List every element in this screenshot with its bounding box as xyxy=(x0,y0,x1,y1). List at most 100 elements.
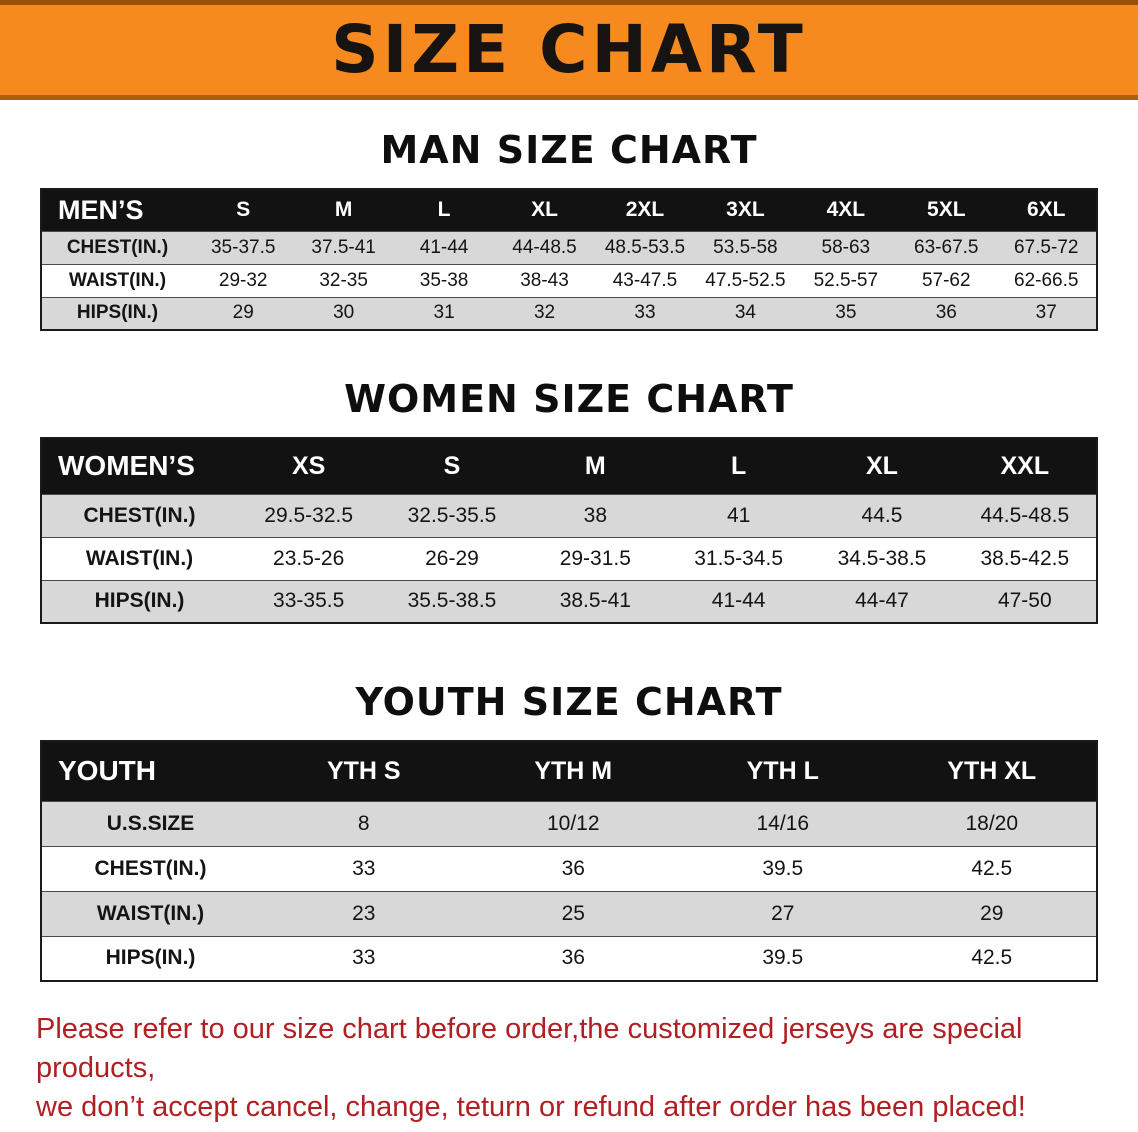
size-column-header: XXL xyxy=(953,438,1097,494)
size-value: 29 xyxy=(232,302,254,324)
table-row: HIPS(IN.) 29 30 31 32 33 34 35 36 37 xyxy=(41,297,1097,330)
row-label: HIPS(IN.) xyxy=(105,946,196,970)
table-corner-header: YOUTH xyxy=(41,741,259,801)
table-row: HIPS(IN.) 33 36 39.5 42.5 xyxy=(41,936,1097,981)
size-value: 33-35.5 xyxy=(273,589,345,613)
table-row: CHEST(IN.) 33 36 39.5 42.5 xyxy=(41,846,1097,891)
row-label: U.S.SIZE xyxy=(106,811,195,835)
row-label: HIPS(IN.) xyxy=(76,302,159,324)
size-column-header: S xyxy=(193,189,294,231)
size-value: 57-62 xyxy=(921,269,971,291)
size-value: 23.5-26 xyxy=(273,546,345,570)
size-column-header: L xyxy=(666,438,811,494)
size-value: 38-43 xyxy=(520,269,569,291)
size-value: 23 xyxy=(352,901,376,925)
youth-section-heading: YOUTH SIZE CHART xyxy=(355,680,783,724)
size-value: 10/12 xyxy=(546,811,600,835)
row-label: CHEST(IN.) xyxy=(83,503,196,527)
size-value: 36 xyxy=(561,856,585,880)
youth-section: YOUTH SIZE CHART YOUTH YTH S YTH M YTH L YTH… xyxy=(0,680,1138,982)
women-section-heading: WOMEN SIZE CHART xyxy=(344,377,794,421)
row-label: CHEST(IN.) xyxy=(94,856,207,880)
table-row: HIPS(IN.) 33-35.5 35.5-38.5 38.5-41 41-44 44-… xyxy=(41,580,1097,623)
table-row: CHEST(IN.) 35-37.5 37.5-41 41-44 44-48.5 48.5… xyxy=(41,231,1097,264)
size-value: 33 xyxy=(634,302,656,324)
size-column-header: 3XL xyxy=(695,189,796,231)
size-column-header: YTH M xyxy=(468,741,678,801)
size-value: 33 xyxy=(352,946,376,970)
size-value: 31 xyxy=(433,302,455,324)
women-section: WOMEN SIZE CHART WOMEN’S XS S M L XL XXL CHEST(… xyxy=(0,377,1138,624)
size-value: 29.5-32.5 xyxy=(264,503,354,527)
size-value: 29 xyxy=(980,901,1004,925)
size-value: 39.5 xyxy=(762,946,804,970)
size-column-header: 4XL xyxy=(795,189,897,231)
row-label: WAIST(IN.) xyxy=(85,546,194,570)
table-header-row: WOMEN’S XS S M L XL XXL xyxy=(41,438,1097,494)
table-row: WAIST(IN.) 29-32 32-35 35-38 38-43 43-47.5 47.… xyxy=(41,264,1097,297)
size-value: 32.5-35.5 xyxy=(407,503,497,527)
row-label: HIPS(IN.) xyxy=(94,589,185,613)
notice-line-1: Please refer to our size chart before or… xyxy=(36,1013,1023,1085)
table-corner-header: WOMEN’S xyxy=(41,438,237,494)
size-value: 44-47 xyxy=(855,589,909,613)
size-value: 63-67.5 xyxy=(914,236,979,258)
size-value: 43-47.5 xyxy=(612,269,678,291)
table-row: CHEST(IN.) 29.5-32.5 32.5-35.5 38 41 44.5 44.5… xyxy=(41,494,1097,537)
size-value: 35 xyxy=(835,302,857,324)
size-value: 37 xyxy=(1035,302,1057,324)
size-column-header: M xyxy=(293,189,394,231)
size-value: 32 xyxy=(533,302,556,324)
size-column-header: XL xyxy=(494,189,595,231)
size-value: 8 xyxy=(357,811,370,835)
size-value: 36 xyxy=(561,946,585,970)
size-value: 67.5-72 xyxy=(1014,236,1079,258)
size-value: 41-44 xyxy=(711,589,766,613)
size-column-header: 6XL xyxy=(996,189,1097,231)
size-value: 27 xyxy=(771,901,795,925)
size-value: 32-35 xyxy=(319,269,368,291)
size-value: 41-44 xyxy=(419,236,469,258)
size-value: 34.5-38.5 xyxy=(837,546,927,570)
size-column-header: S xyxy=(380,438,524,494)
size-column-header: L xyxy=(393,189,495,231)
size-value: 38.5-41 xyxy=(559,589,631,613)
size-column-header: 2XL xyxy=(594,189,696,231)
size-value: 25 xyxy=(561,901,585,925)
size-value: 37.5-41 xyxy=(311,236,376,258)
table-header-row: MEN’S S M L XL 2XL 3XL 4XL 5XL 6XL xyxy=(41,189,1097,231)
size-value: 42.5 xyxy=(971,856,1013,880)
size-value: 41 xyxy=(726,503,751,527)
men-size-table: MEN’S S M L XL 2XL 3XL 4XL 5XL 6XL CHEST(IN.) 35-37… xyxy=(40,188,1098,331)
size-value: 58-63 xyxy=(821,236,871,258)
size-value: 36 xyxy=(935,302,957,324)
size-column-header: YTH XL xyxy=(887,741,1097,801)
notice-line-2: we don’t accept cancel, change, teturn o… xyxy=(36,1091,1026,1124)
size-value: 52.5-57 xyxy=(813,269,879,291)
size-value: 44-48.5 xyxy=(512,236,577,258)
size-value: 38.5-42.5 xyxy=(980,546,1070,570)
size-value: 35-37.5 xyxy=(210,236,276,258)
table-corner-header: MEN’S xyxy=(41,189,193,231)
size-value: 48.5-53.5 xyxy=(604,236,686,258)
size-value: 39.5 xyxy=(762,856,804,880)
size-value: 31.5-34.5 xyxy=(694,546,784,570)
size-value: 42.5 xyxy=(971,946,1013,970)
table-row: U.S.SIZE 8 10/12 14/16 18/20 xyxy=(41,801,1097,846)
page-title: SIZE CHART xyxy=(331,11,807,88)
size-value: 29-31.5 xyxy=(559,546,631,570)
size-value: 26-29 xyxy=(425,546,479,570)
size-value: 34 xyxy=(734,302,756,324)
size-value: 38 xyxy=(583,503,607,527)
size-value: 18/20 xyxy=(965,811,1019,835)
size-value: 47.5-52.5 xyxy=(705,269,786,291)
row-label: WAIST(IN.) xyxy=(68,269,167,291)
table-row: WAIST(IN.) 23 25 27 29 xyxy=(41,891,1097,936)
size-value: 44.5 xyxy=(861,503,903,527)
table-header-row: YOUTH YTH S YTH M YTH L YTH XL xyxy=(41,741,1097,801)
women-size-table: WOMEN’S XS S M L XL XXL CHEST(IN.) 29.5-32.5 32.5… xyxy=(40,437,1098,624)
table-row: WAIST(IN.) 23.5-26 26-29 29-31.5 31.5-34.5 34… xyxy=(41,537,1097,580)
size-column-header: XS xyxy=(237,438,381,494)
size-value: 47-50 xyxy=(997,589,1052,613)
